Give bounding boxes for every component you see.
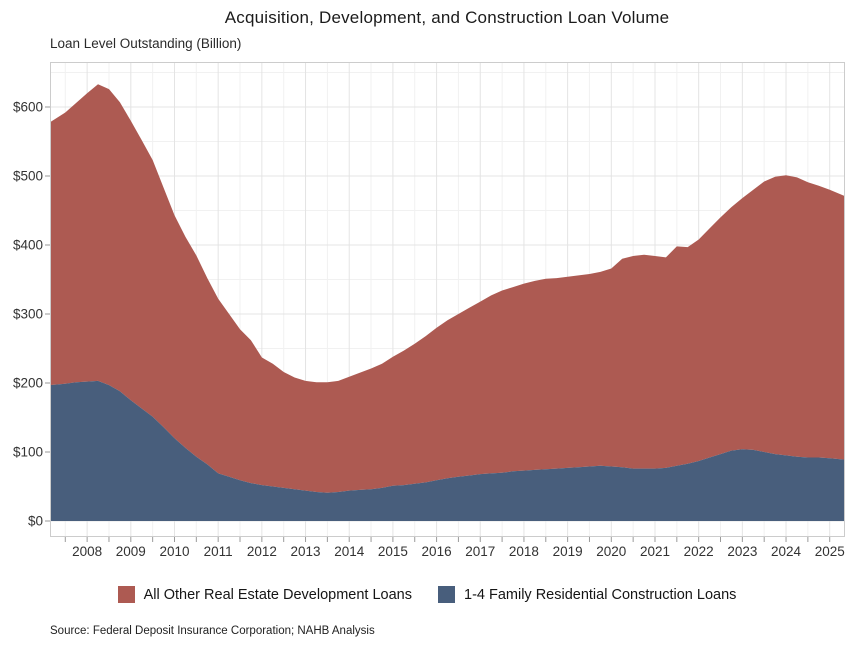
- x-tick-label: 2019: [553, 544, 583, 559]
- x-tick-label: 2024: [771, 544, 802, 559]
- legend-label-one-to-four: 1-4 Family Residential Construction Loan…: [464, 586, 737, 603]
- x-tick-label: 2010: [159, 544, 189, 559]
- x-tick-label: 2017: [465, 544, 495, 559]
- y-tick-label: $200: [13, 376, 43, 391]
- page-title: Acquisition, Development, and Constructi…: [224, 8, 670, 27]
- x-tick-label: 2020: [596, 544, 626, 559]
- y-tick-label: $100: [13, 445, 43, 460]
- x-tick-label: 2023: [727, 544, 757, 559]
- x-tick-label: 2014: [334, 544, 365, 559]
- x-tick-label: 2016: [422, 544, 452, 559]
- y-axis-unit-label: Loan Level Outstanding (Billion): [50, 36, 242, 51]
- x-tick-label: 2011: [204, 544, 233, 559]
- area-one-to-four-family-loans: [50, 380, 845, 521]
- x-tick-label: 2008: [72, 544, 102, 559]
- legend-swatch-one-to-four-icon: [438, 586, 455, 603]
- x-tick-label: 2009: [116, 544, 146, 559]
- plot-panel-border: [50, 62, 845, 537]
- y-tick-label: $0: [28, 514, 43, 529]
- y-axis-labels: $0 $100 $200 $300 $400 $500 $600: [13, 100, 43, 529]
- x-tick-label: 2013: [291, 544, 321, 559]
- legend-swatch-all-other-icon: [117, 586, 135, 603]
- x-tick-label: 2021: [640, 544, 670, 559]
- x-tick-label: 2012: [247, 544, 277, 559]
- y-tick-label: $400: [13, 238, 43, 253]
- y-tick-label: $300: [13, 307, 43, 322]
- y-tick-label: $500: [13, 169, 43, 184]
- legend-item-all-other: All Other Real Estate Development Loans: [117, 586, 412, 603]
- x-tick-label: 2015: [378, 544, 408, 559]
- source-note: Source: Federal Deposit Insurance Corpor…: [50, 625, 375, 637]
- x-tick-label: 2018: [509, 544, 539, 559]
- legend: All Other Real Estate Development Loans …: [0, 586, 854, 603]
- x-axis-labels: 2008 2009 2010 2011 2012 2013 2014 2015 2016 2017…: [72, 544, 845, 559]
- legend-label-all-other: All Other Real Estate Development Loans: [143, 586, 412, 603]
- x-tick-label: 2022: [684, 544, 714, 559]
- axis-ticks: [45, 106, 831, 542]
- y-tick-label: $600: [13, 100, 43, 115]
- legend-item-one-to-four: 1-4 Family Residential Construction Loan…: [438, 586, 736, 603]
- area-all-other-loans: [50, 84, 845, 493]
- x-tick-label: 2025: [815, 544, 845, 559]
